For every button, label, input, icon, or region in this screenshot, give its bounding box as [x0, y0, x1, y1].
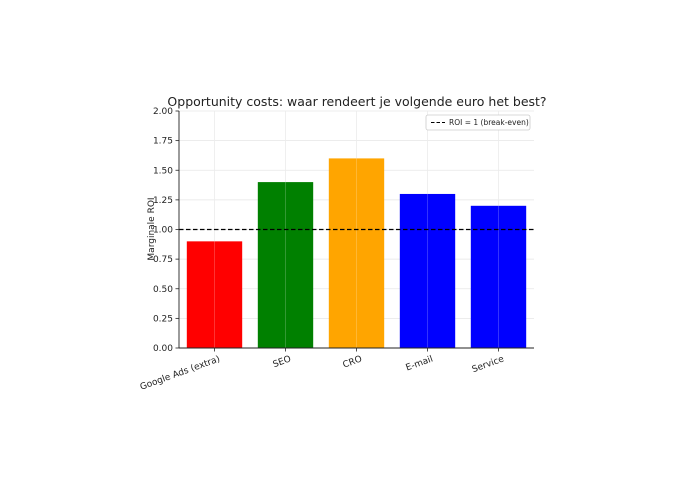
y-tick-label: 0.50	[153, 285, 173, 295]
x-tick-label: Google Ads (extra)	[139, 354, 222, 392]
x-tick-label: Service	[471, 354, 506, 375]
y-tick-label: 0.00	[153, 344, 173, 354]
bar	[257, 182, 314, 348]
y-tick-label: 1.00	[153, 226, 173, 236]
chart-title: Opportunity costs: waar rendeert je volg…	[167, 94, 546, 109]
x-tick-label: SEO	[272, 354, 293, 370]
legend-box	[425, 114, 531, 131]
y-axis-ticks: 0.00 0.25 0.50 0.75 1.00 1.25 1.50 1.75 2.00	[153, 107, 179, 354]
y-tick-label: 1.50	[153, 166, 173, 176]
bar	[399, 193, 456, 348]
y-tick-label: 1.25	[153, 196, 173, 206]
y-tick-label: 0.25	[153, 314, 173, 324]
bar	[186, 241, 243, 348]
x-tick-label: CRO	[342, 354, 364, 370]
bars	[186, 111, 527, 348]
y-axis-label: Marginale ROI	[147, 197, 157, 260]
y-tick-label: 2.00	[153, 107, 173, 117]
legend-label: ROI = 1 (break-even)	[449, 118, 529, 127]
bar	[328, 158, 385, 348]
legend: ROI = 1 (break-even)	[425, 114, 531, 131]
x-tick-label: E-mail	[405, 354, 435, 373]
y-tick-label: 0.75	[153, 255, 173, 265]
y-tick-label: 1.75	[153, 137, 173, 147]
x-axis-ticks: Google Ads (extra) SEO CRO E-mail Service	[139, 348, 506, 393]
